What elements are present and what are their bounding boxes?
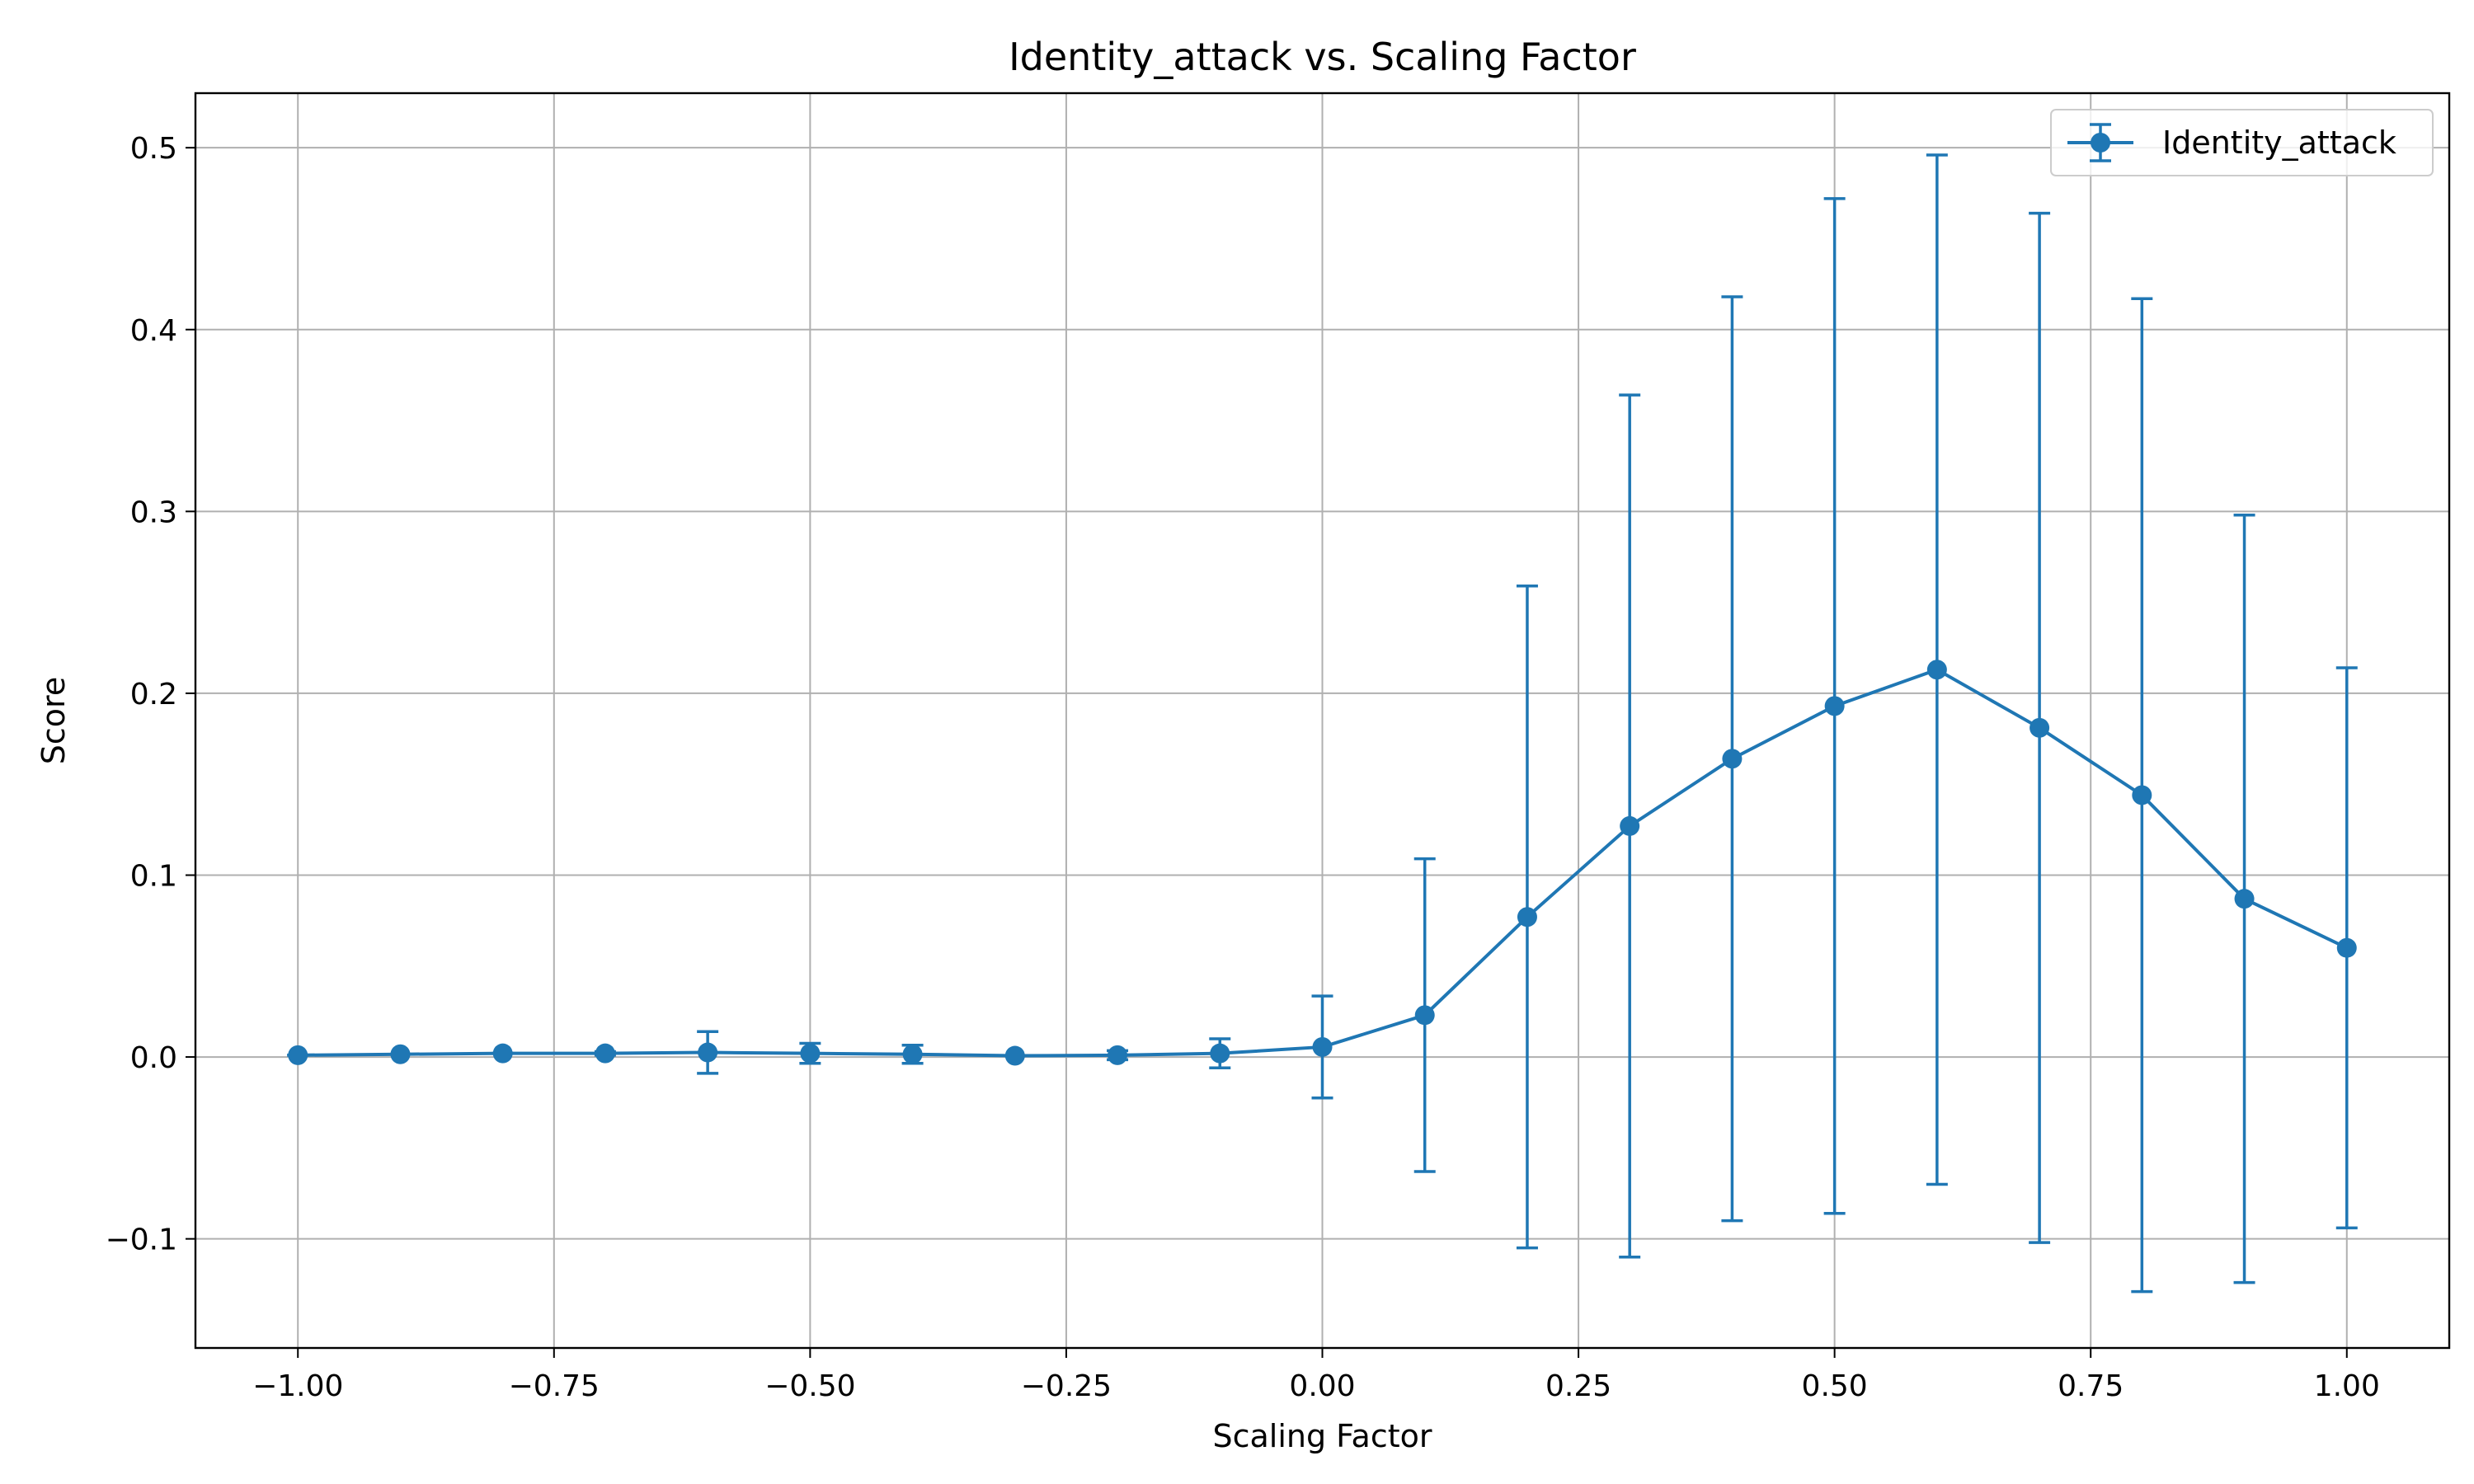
y-axis-title: Score [35, 677, 72, 764]
data-point [288, 1045, 308, 1065]
y-tick-label: 0.1 [130, 859, 177, 893]
data-point [595, 1043, 615, 1064]
x-tick-label: −0.50 [764, 1369, 855, 1403]
legend-marker [2091, 133, 2110, 153]
data-point [2132, 785, 2152, 805]
x-tick-label: 0.75 [2058, 1369, 2124, 1403]
data-point [1004, 1045, 1025, 1066]
data-point [902, 1044, 923, 1064]
x-tick-label: −0.75 [509, 1369, 600, 1403]
x-tick-label: −1.00 [252, 1369, 343, 1403]
y-tick-label: 0.4 [130, 314, 177, 348]
chart-title: Identity_attack vs. Scaling Factor [1009, 35, 1636, 79]
data-point [1312, 1036, 1333, 1057]
x-tick-label: −0.25 [1021, 1369, 1112, 1403]
plot-frame [194, 92, 2451, 1350]
y-tick-label: −0.1 [106, 1223, 177, 1257]
x-tick-label: 1.00 [2314, 1369, 2380, 1403]
grid-layer [195, 93, 2449, 1348]
legend-marker-icon [2067, 123, 2133, 162]
y-tick-label: 0.3 [130, 495, 177, 529]
data-point [1414, 1005, 1435, 1026]
x-ticks: −1.00 −0.75 −0.50 −0.25 0.00 0.25 0.50 0.75 1.00 [252, 1348, 2380, 1403]
data-point [2234, 889, 2255, 909]
x-tick-label: 0.50 [1802, 1369, 1868, 1403]
y-tick-label: 0.2 [130, 678, 177, 711]
y-ticks: −0.1 0.0 0.1 0.2 0.3 0.4 0.5 [106, 132, 195, 1257]
data-point [1517, 907, 1537, 928]
x-axis-title: Scaling Factor [1212, 1418, 1432, 1454]
legend-label: Identity_attack [2162, 124, 2396, 161]
legend: Identity_attack [2050, 109, 2434, 176]
data-point [1824, 696, 1845, 716]
data-point [390, 1044, 411, 1064]
data-point [800, 1043, 821, 1064]
x-tick-label: 0.00 [1289, 1369, 1355, 1403]
data-point [2030, 717, 2050, 738]
x-tick-label: 0.25 [1545, 1369, 1611, 1403]
data-point [698, 1042, 718, 1063]
data-point [1210, 1043, 1230, 1064]
data-point [2336, 937, 2357, 958]
plot-data [287, 153, 2358, 1294]
data-point [1108, 1045, 1128, 1065]
y-tick-label: 0.0 [130, 1041, 177, 1075]
data-point [1722, 749, 1743, 769]
y-tick-label: 0.5 [130, 132, 177, 166]
data-point [1620, 815, 1640, 836]
data-point [492, 1043, 513, 1064]
legend-box [2050, 109, 2434, 176]
data-point [1926, 660, 1947, 680]
